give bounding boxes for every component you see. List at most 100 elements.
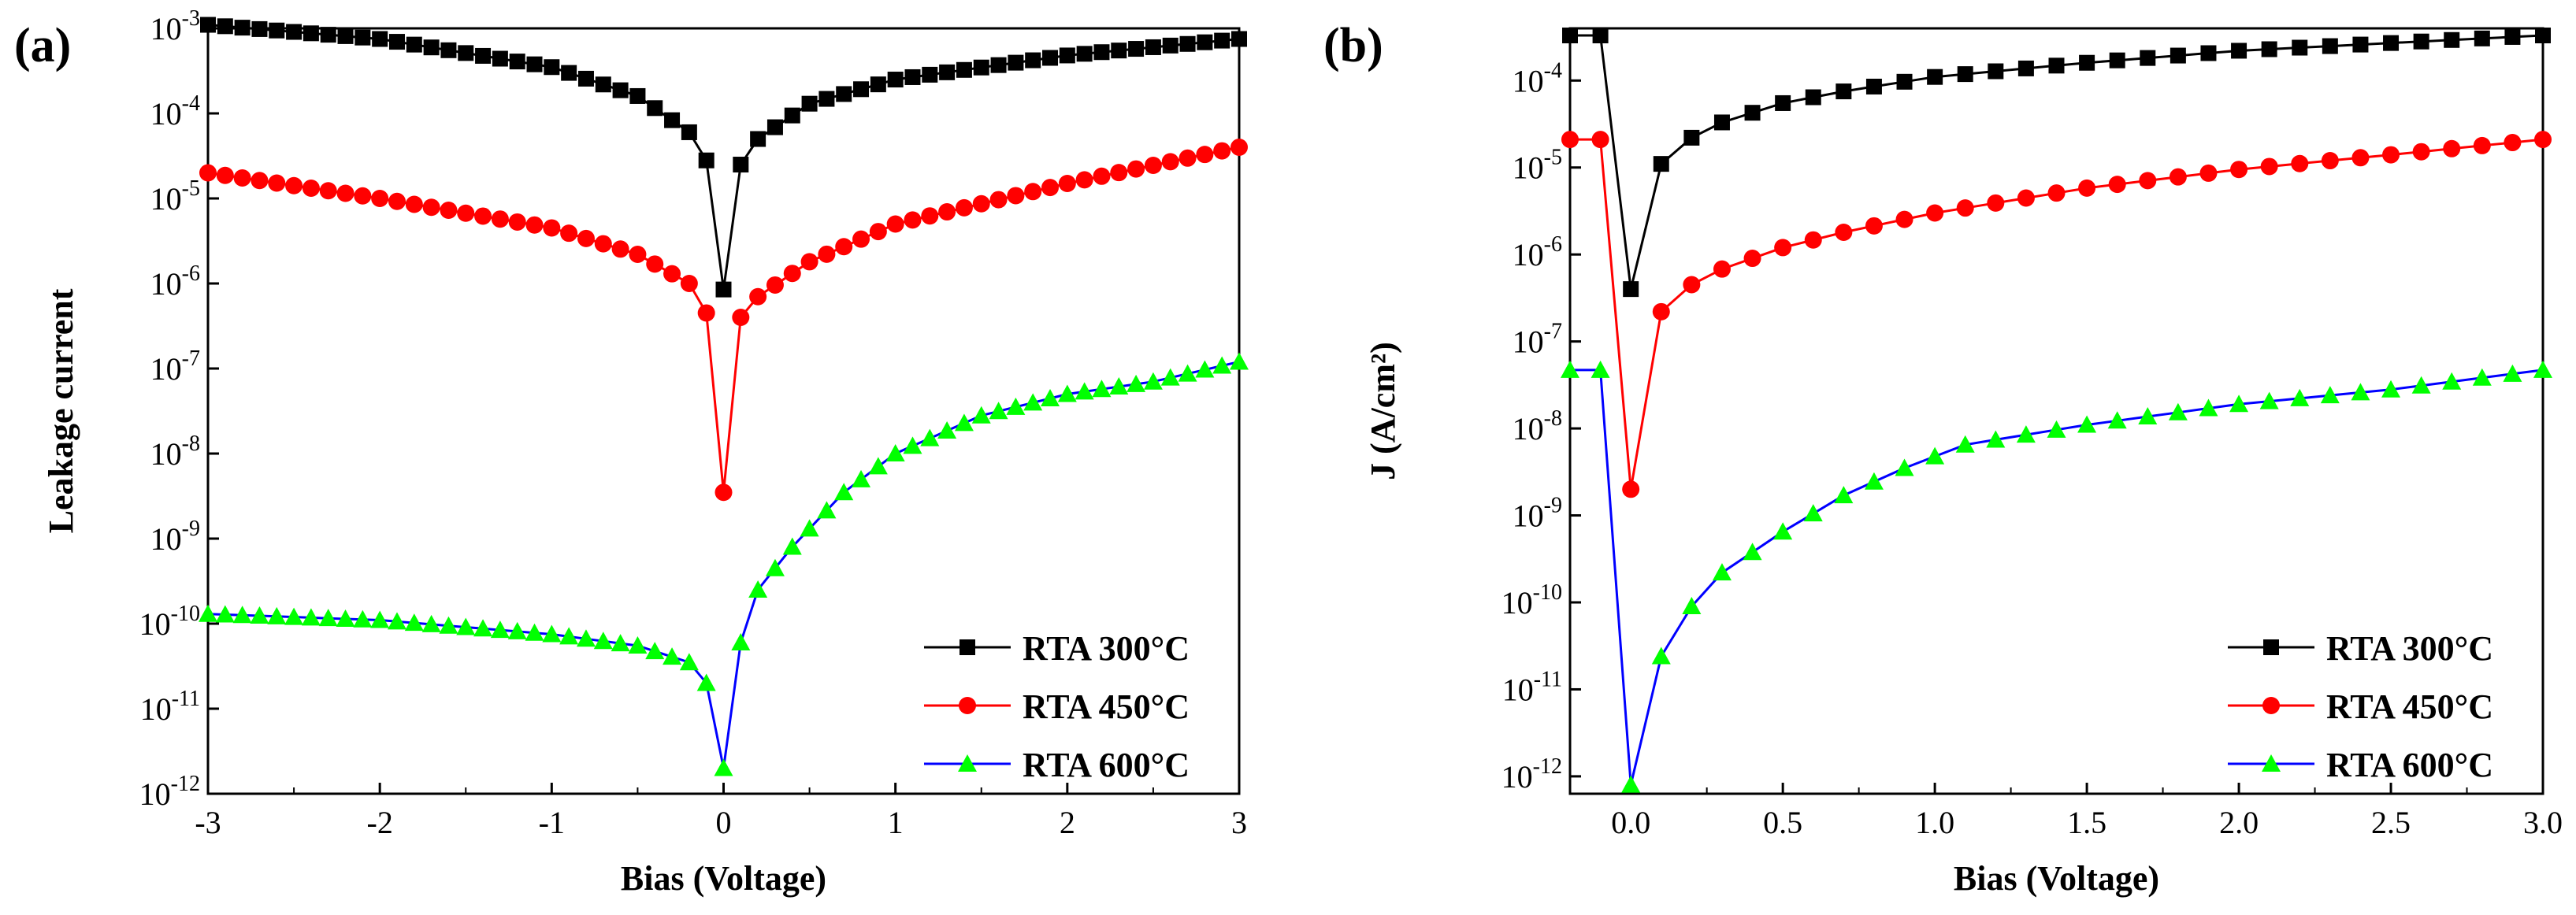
- data-point: [1895, 458, 1914, 476]
- data-point: [2048, 57, 2065, 74]
- data-point: [611, 634, 630, 652]
- data-point: [1561, 131, 1579, 149]
- data-point: [285, 176, 303, 194]
- data-point: [1835, 223, 1853, 241]
- data-point: [2443, 139, 2461, 157]
- data-point: [200, 17, 216, 33]
- data-point: [973, 59, 989, 76]
- panel-b-chart: (b) 0.0 0.5 1.0 1.5 2.0 2.5 3.0 10-12 10-11 10-10 1…: [1323, 19, 2563, 898]
- data-point: [2291, 154, 2309, 172]
- data-point: [2079, 54, 2095, 71]
- data-point: [2533, 360, 2552, 378]
- data-point: [663, 265, 681, 283]
- y-tick-label: 10-4: [1513, 58, 1562, 98]
- data-point: [543, 219, 561, 237]
- data-point: [715, 281, 732, 298]
- data-point: [2381, 380, 2401, 398]
- legend-label: RTA 300°C: [2326, 629, 2493, 668]
- x-axis-title: Bias (Voltage): [1954, 859, 2159, 898]
- data-point: [2077, 415, 2097, 433]
- legend-label: RTA 600°C: [2326, 746, 2493, 784]
- legend-label: RTA 450°C: [1023, 687, 1190, 726]
- data-point: [1231, 31, 1247, 47]
- data-point: [421, 614, 441, 632]
- data-point: [2231, 43, 2248, 59]
- data-point: [885, 444, 905, 461]
- data-point: [560, 224, 578, 243]
- x-tick-label: 1: [888, 805, 904, 840]
- data-point: [371, 190, 389, 207]
- data-point: [544, 59, 560, 76]
- data-point: [715, 483, 733, 502]
- data-point: [595, 76, 611, 93]
- data-point: [732, 308, 750, 326]
- data-point: [1058, 174, 1076, 192]
- data-point: [490, 620, 510, 639]
- data-point: [457, 204, 475, 222]
- y-tick-label: 10-11: [140, 687, 200, 727]
- data-point: [2199, 164, 2218, 182]
- data-point: [302, 179, 320, 197]
- data-point: [405, 195, 423, 213]
- data-point: [835, 238, 853, 256]
- data-point: [664, 112, 681, 128]
- x-tick-label: 1.5: [2067, 805, 2106, 840]
- data-point: [2230, 161, 2248, 179]
- data-point: [1743, 250, 1761, 268]
- data-point: [2351, 149, 2370, 167]
- data-point: [2411, 376, 2431, 394]
- data-point: [679, 653, 699, 671]
- y-tick-label: 10-11: [1502, 667, 1562, 707]
- data-point: [284, 607, 304, 625]
- legend: RTA 300°C RTA 450°C RTA 600°C: [2228, 629, 2493, 784]
- data-point: [1927, 69, 1943, 85]
- data-point: [886, 215, 904, 233]
- y-axis-title: J (A/cm²): [1364, 342, 1402, 480]
- data-point: [1713, 260, 1731, 278]
- data-point: [2047, 184, 2066, 202]
- data-point: [439, 616, 458, 634]
- data-point: [1109, 377, 1129, 395]
- data-point: [2170, 47, 2186, 64]
- data-point: [1623, 281, 1639, 298]
- x-axis-title: Bias (Voltage): [621, 859, 826, 898]
- series-rta-600: [1561, 360, 2552, 793]
- data-point: [887, 72, 904, 88]
- legend-marker: [2263, 639, 2279, 655]
- data-point: [1178, 364, 1197, 382]
- data-point: [645, 642, 665, 660]
- data-point: [337, 28, 354, 44]
- data-point: [251, 172, 269, 190]
- data-point: [628, 636, 648, 654]
- data-point: [2383, 35, 2400, 51]
- data-point: [904, 211, 922, 229]
- data-point: [2322, 38, 2338, 54]
- data-point: [955, 198, 973, 217]
- data-point: [1059, 47, 1075, 64]
- data-point: [475, 47, 492, 64]
- data-point: [576, 629, 596, 647]
- data-point: [1805, 89, 1821, 106]
- data-point: [268, 174, 286, 192]
- data-point: [1775, 94, 1791, 111]
- y-tick-label: 10-12: [1501, 754, 1562, 795]
- data-point: [561, 65, 577, 81]
- data-point: [1925, 446, 1945, 465]
- data-point: [2535, 28, 2551, 44]
- data-point: [2200, 45, 2217, 61]
- panel-label: (b): [1323, 19, 1383, 72]
- y-tick-label: 10-7: [150, 346, 200, 387]
- legend-marker: [2262, 754, 2281, 772]
- data-point: [954, 413, 974, 432]
- data-point: [782, 537, 802, 555]
- data-point: [234, 20, 251, 36]
- data-point: [526, 56, 543, 72]
- y-tick-label: 10-4: [150, 91, 200, 132]
- data-point: [1895, 210, 1913, 228]
- data-point: [1683, 276, 1701, 294]
- data-point: [1213, 142, 1231, 160]
- data-point: [1865, 78, 1882, 94]
- data-point: [286, 24, 303, 40]
- data-point: [1145, 39, 1161, 55]
